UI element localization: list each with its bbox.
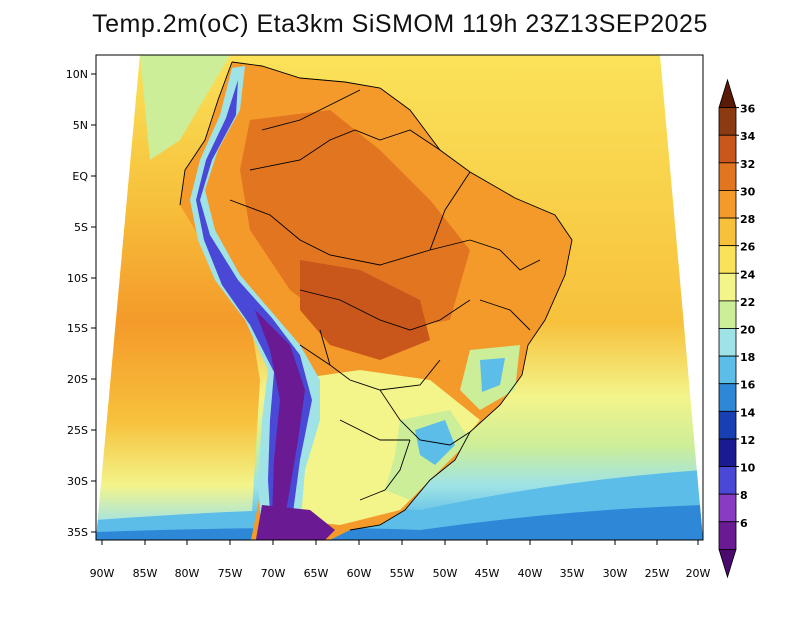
colorbar: 36 34 32 30 28 26 24 22 20 18 16 14 12 10 8 6 <box>718 78 756 579</box>
lon-label: 80W <box>175 567 200 580</box>
colorbar-block <box>718 438 737 467</box>
amazon-hot-zone <box>240 110 470 330</box>
lat-label: 5N <box>73 119 88 132</box>
lat-label: 30S <box>67 475 88 488</box>
colorbar-top-arrow <box>718 78 737 109</box>
colorbar-label: 12 <box>740 434 755 447</box>
lon-label: 85W <box>133 567 158 580</box>
lon-label: 65W <box>304 567 329 580</box>
colorbar-label: 18 <box>740 351 755 364</box>
colorbar-label: 8 <box>740 489 748 502</box>
lat-label: 20S <box>67 373 88 386</box>
lat-label: 35S <box>67 526 88 539</box>
lon-label: 20W <box>686 567 711 580</box>
lat-label: 5S <box>74 221 88 234</box>
colorbar-label: 6 <box>740 517 748 530</box>
colorbar-label: 24 <box>740 268 756 281</box>
lon-label: 60W <box>347 567 372 580</box>
colorbar-label: 34 <box>740 130 756 143</box>
colorbar-label: 36 <box>740 103 756 116</box>
colorbar-block <box>718 410 737 440</box>
latitude-axis: 10N 5N EQ 5S 10S 15S 20S 25S 30S 35S <box>66 68 96 539</box>
colorbar-label: 26 <box>740 241 756 254</box>
colorbar-label: 20 <box>740 324 756 337</box>
colorbar-bottom-arrow <box>718 548 737 579</box>
lon-label: 70W <box>261 567 286 580</box>
lon-label: 45W <box>475 567 500 580</box>
caribbean-cool-zone <box>140 55 230 160</box>
northeast-warm-zone <box>470 200 560 320</box>
lon-label: 40W <box>518 567 543 580</box>
colorbar-label: 22 <box>740 296 755 309</box>
colorbar-label: 30 <box>740 185 756 198</box>
lat-label: 10S <box>67 272 88 285</box>
map-title: Temp.2m(oC) Eta3km SiSMOM 119h 23Z13SEP2… <box>92 10 708 38</box>
colorbar-block <box>718 217 737 247</box>
colorbar-label: 28 <box>740 213 755 226</box>
colorbar-block <box>718 162 737 191</box>
lon-label: 50W <box>433 567 458 580</box>
map-frame <box>95 54 704 541</box>
colorbar-block <box>718 521 737 550</box>
lon-label: 35W <box>560 567 585 580</box>
lat-label: 10N <box>66 68 88 81</box>
lon-label: 75W <box>218 567 243 580</box>
colorbar-label: 16 <box>740 379 756 392</box>
patagonia-cold <box>255 505 335 540</box>
lat-label: 25S <box>67 424 88 437</box>
colorbar-block <box>718 245 737 274</box>
lon-label: 30W <box>603 567 628 580</box>
colorbar-block <box>718 134 737 164</box>
colorbar-block <box>718 190 737 219</box>
colorbar-block <box>718 493 737 523</box>
colorbar-block <box>718 272 737 302</box>
temperature-field <box>96 55 703 540</box>
colorbar-label: 10 <box>740 462 756 475</box>
country-borders <box>179 61 573 531</box>
southern-ocean-colder <box>96 505 703 540</box>
southern-cone-mild <box>285 370 480 525</box>
colorbar-block <box>718 328 737 357</box>
colorbar-block <box>718 300 737 329</box>
lon-label: 25W <box>645 567 670 580</box>
longitude-axis: 90W 85W 80W 75W 70W 65W 60W 55W 50W 45W … <box>90 540 711 580</box>
colorbar-label: 32 <box>740 158 755 171</box>
central-hot-zone <box>300 260 430 360</box>
lon-label: 90W <box>90 567 115 580</box>
colorbar-block <box>718 107 737 136</box>
lon-label: 55W <box>390 567 415 580</box>
andes-coldest-core <box>255 310 305 540</box>
colorbar-label: 14 <box>740 406 756 419</box>
lat-label: 15S <box>67 322 88 335</box>
mountain-cool-patches <box>480 358 505 392</box>
colorbar-block <box>718 466 737 495</box>
colorbar-block <box>718 355 737 385</box>
lat-label: EQ <box>72 170 88 183</box>
colorbar-block <box>718 383 737 412</box>
